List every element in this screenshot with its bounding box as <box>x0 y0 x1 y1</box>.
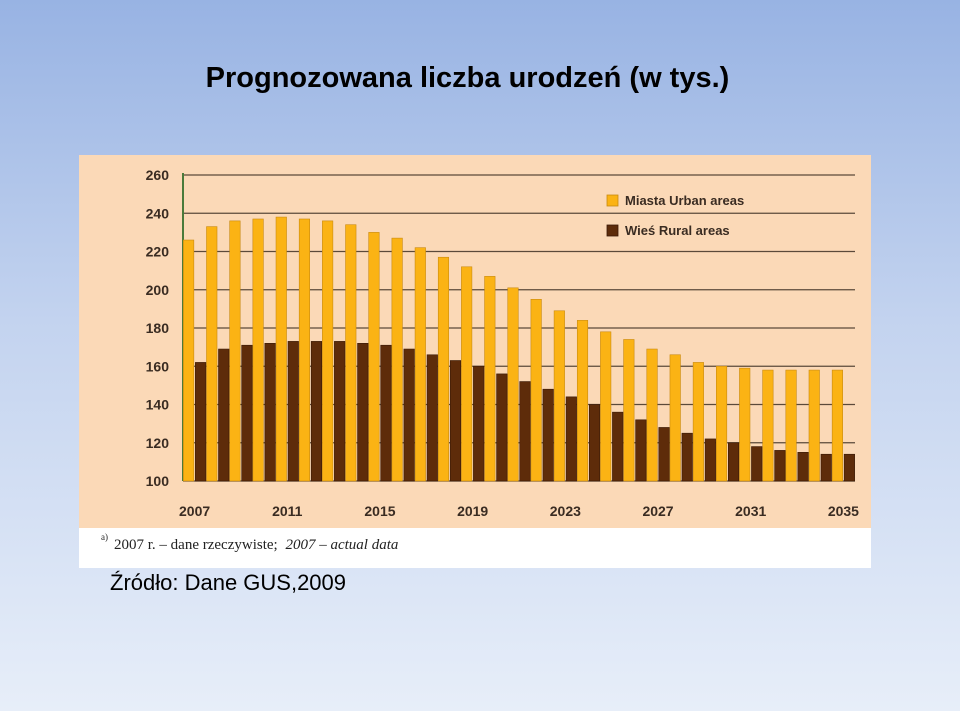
x-tick-label: 2027 <box>642 503 673 519</box>
bar-rural <box>403 348 415 482</box>
bar-urban <box>461 266 473 482</box>
bar-rural <box>681 432 693 482</box>
y-tick-label: 220 <box>146 244 170 260</box>
bar-rural <box>542 388 554 482</box>
bar-rural <box>774 450 786 482</box>
bar-urban <box>576 320 589 482</box>
bar-urban <box>229 220 241 482</box>
bar-rural <box>751 446 763 482</box>
x-tick-label: 2023 <box>550 503 581 519</box>
bar-urban <box>762 369 774 482</box>
legend-swatch <box>606 224 619 237</box>
bar-rural <box>334 341 346 482</box>
bar-urban <box>739 367 751 482</box>
bar-rural <box>496 373 508 482</box>
bar-urban <box>716 365 728 482</box>
chart-panel: 100 120 140 160 180 200 220 240 260 2007 2011 2015 2… <box>79 155 871 568</box>
bar-rural <box>635 419 647 482</box>
footnote-english: 2007 – actual data <box>285 537 399 553</box>
bar-urban <box>553 310 565 482</box>
bar-rural <box>310 341 322 482</box>
bar-rural <box>426 354 438 482</box>
y-tick-label: 100 <box>146 473 170 489</box>
x-tick-label: 2035 <box>828 503 859 519</box>
y-tick-label: 160 <box>146 358 170 374</box>
bar-urban <box>600 331 612 482</box>
bar-rural <box>287 341 299 482</box>
bar-urban <box>206 226 218 482</box>
bar-rural <box>565 396 577 482</box>
bar-urban <box>368 232 380 482</box>
bar-rural <box>195 362 207 482</box>
bar-rural <box>473 365 485 482</box>
bar-urban <box>646 348 658 482</box>
bar-urban <box>623 339 635 482</box>
bar-rural <box>797 452 809 482</box>
bar-urban <box>669 354 681 482</box>
y-tick-label: 240 <box>146 205 170 221</box>
bar-rural <box>704 438 716 482</box>
bar-chart: 100 120 140 160 180 200 220 240 260 2007 2011 2015 2… <box>79 155 871 528</box>
bar-urban <box>322 220 334 482</box>
bar-rural <box>357 343 369 482</box>
bar-rural <box>218 348 230 482</box>
bar-rural <box>449 360 462 482</box>
bar-rural <box>380 344 392 482</box>
bar-urban <box>183 239 195 482</box>
bar-urban <box>808 369 820 482</box>
footnote-marker: a) <box>101 532 108 542</box>
bar-urban <box>275 216 287 482</box>
y-tick-label: 120 <box>146 435 170 451</box>
y-tick-label: 180 <box>146 320 170 336</box>
bar-urban <box>831 369 843 482</box>
source-note: Źródło: Dane GUS,2009 <box>110 570 347 595</box>
bar-rural <box>519 381 531 482</box>
bar-rural <box>612 411 624 482</box>
bar-urban <box>345 224 357 482</box>
x-tick-label: 2019 <box>457 503 488 519</box>
bar-urban <box>298 218 310 482</box>
bar-rural <box>820 453 832 482</box>
bar-rural <box>728 442 740 482</box>
bar-urban <box>785 369 797 482</box>
bar-urban <box>692 362 704 482</box>
y-tick-label: 140 <box>146 397 170 413</box>
bar-rural <box>264 343 276 482</box>
chart-footnote: a) 2007 r. – dane rzeczywiste; 2007 – act… <box>101 532 399 554</box>
y-tick-label: 260 <box>146 167 170 183</box>
footnote-polish: 2007 r. – dane rzeczywiste; <box>114 537 278 553</box>
bar-urban <box>252 218 264 482</box>
x-tick-label: 2015 <box>364 503 395 519</box>
bar-urban <box>484 276 496 482</box>
legend-label: Miasta Urban areas <box>625 193 744 208</box>
legend-swatch <box>606 194 619 207</box>
bar-urban <box>437 256 450 482</box>
x-tick-label: 2011 <box>272 503 303 519</box>
bar-urban <box>391 237 403 482</box>
bar-urban <box>530 299 542 482</box>
bar-rural <box>843 453 855 482</box>
bar-urban <box>414 247 426 482</box>
bar-rural <box>241 344 253 482</box>
legend-label: Wieś Rural areas <box>625 223 730 238</box>
x-tick-label: 2007 <box>179 503 210 519</box>
y-tick-label: 200 <box>146 282 170 298</box>
bar-rural <box>658 427 670 482</box>
bar-urban <box>507 287 519 482</box>
bar-rural <box>588 404 601 482</box>
x-tick-label: 2031 <box>735 503 766 519</box>
slide-title: Prognozowana liczba urodzeń (w tys.) <box>205 62 730 94</box>
